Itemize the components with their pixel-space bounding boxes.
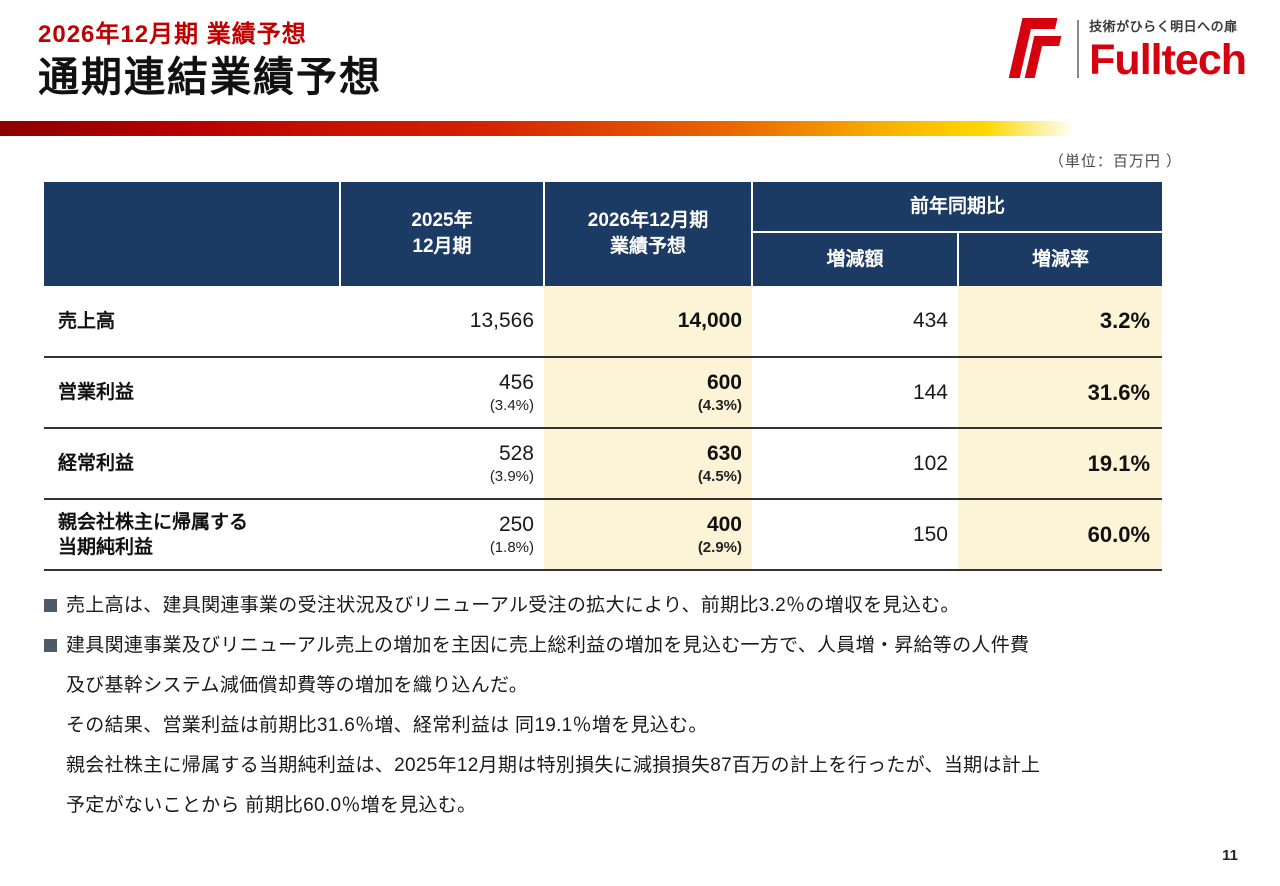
table-row-ordinary-profit: 経常利益 528 (3.9%) 630 (4.5%) 102 19.1% — [44, 428, 1163, 500]
row-label: 売上高 — [44, 286, 340, 358]
note-text: 及び基幹システム減価償却費等の増加を織り込んだ。 — [66, 675, 529, 696]
table-row-operating-profit: 営業利益 456 (3.4%) 600 (4.3%) 144 31.6% — [44, 357, 1163, 429]
row-label: 親会社株主に帰属する 当期純利益 — [44, 499, 340, 571]
change-amount: 434 — [752, 286, 958, 358]
bullet-square-icon — [44, 599, 57, 612]
note-text: 親会社株主に帰属する当期純利益は、2025年12月期は特別損失に減損損失87百万… — [66, 755, 1041, 776]
row-label: 経常利益 — [44, 428, 340, 500]
fulltech-logo: 技術がひらく明日への扉 Fulltech — [1009, 16, 1247, 84]
forecast-table: 2025年 12月期 2026年12月期 業績予想 前年同期比 増減額 増減率 … — [44, 182, 1163, 571]
fulltech-logo-mark-icon — [1009, 18, 1062, 78]
change-rate: 60.0% — [958, 499, 1163, 571]
row-label: 営業利益 — [44, 357, 340, 429]
change-amount: 144 — [752, 357, 958, 429]
header-titles: 2026年12月期 業績予想 通期連結業績予想 — [38, 20, 382, 102]
note-text: 予定がないことから 前期比60.0％増を見込む。 — [66, 795, 477, 816]
note-text: 建具関連事業及びリニューアル売上の増加を主因に売上総利益の増加を見込む一方で、人… — [66, 635, 1030, 656]
table-row-sales: 売上高 13,566 14,000 434 3.2% — [44, 286, 1163, 358]
slide-subtitle: 2026年12月期 業績予想 — [38, 21, 307, 48]
logo-tagline: 技術がひらく明日への扉 — [1089, 19, 1238, 34]
col-header-blank — [44, 182, 341, 286]
note-text: 売上高は、建具関連事業の受注状況及びリニューアル受注の拡大により、前期比3.2％… — [66, 595, 960, 616]
prev-value: 456 (3.4%) — [340, 357, 544, 429]
forecast-value: 630 (4.5%) — [544, 428, 752, 500]
col-header-yoy: 前年同期比 — [752, 182, 1163, 233]
table-row-net-income: 親会社株主に帰属する 当期純利益 250 (1.8%) 400 (2.9%) 1… — [44, 499, 1163, 571]
prev-value: 528 (3.9%) — [340, 428, 544, 500]
col-header-2026-forecast: 2026年12月期 業績予想 — [544, 182, 753, 286]
logo-text: 技術がひらく明日への扉 Fulltech — [1089, 16, 1247, 84]
col-header-change-amount: 増減額 — [752, 232, 959, 286]
bullet-square-icon — [44, 639, 57, 652]
note-item: 売上高は、建具関連事業の受注状況及びリニューアル受注の拡大により、前期比3.2％… — [44, 586, 1214, 626]
forecast-value: 600 (4.3%) — [544, 357, 752, 429]
logo-divider — [1077, 20, 1080, 78]
forecast-value: 14,000 — [544, 286, 752, 358]
change-rate: 31.6% — [958, 357, 1163, 429]
logo-brand: Fulltech — [1089, 36, 1247, 84]
notes-section: 売上高は、建具関連事業の受注状況及びリニューアル受注の拡大により、前期比3.2％… — [44, 586, 1214, 826]
col-header-change-rate: 増減率 — [958, 232, 1163, 286]
change-amount: 150 — [752, 499, 958, 571]
note-item: 建具関連事業及びリニューアル売上の増加を主因に売上総利益の増加を見込む一方で、人… — [44, 626, 1214, 826]
change-amount: 102 — [752, 428, 958, 500]
prev-value: 13,566 — [340, 286, 544, 358]
page-title: 通期連結業績予想 — [38, 54, 382, 100]
page-number: 11 — [1222, 847, 1238, 864]
note-text: その結果、営業利益は前期比31.6％増、経常利益は 同19.1％増を見込む。 — [66, 715, 708, 736]
change-rate: 3.2% — [958, 286, 1163, 358]
accent-gradient-bar — [0, 121, 1280, 136]
unit-note: （単位：百万円 ） — [1048, 153, 1182, 170]
change-rate: 19.1% — [958, 428, 1163, 500]
forecast-value: 400 (2.9%) — [544, 499, 752, 571]
col-header-2025: 2025年 12月期 — [340, 182, 545, 286]
prev-value: 250 (1.8%) — [340, 499, 544, 571]
